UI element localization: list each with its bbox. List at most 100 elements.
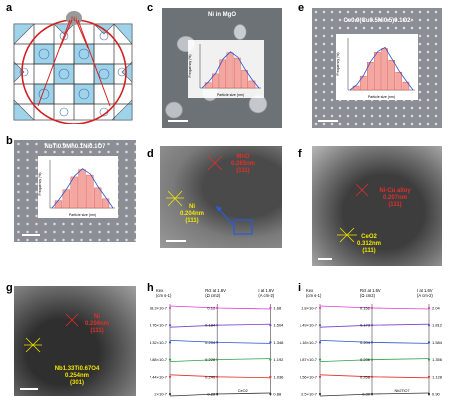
panel-d-letter: d xyxy=(147,148,154,160)
panel-i-col1-value: 2.5×10-7 xyxy=(301,392,318,397)
panel-a-ni-label: Ni xyxy=(71,17,77,23)
panel-e-hist-bar xyxy=(381,48,388,91)
panel-h-col1-value: 12.88×10-7 xyxy=(150,357,168,362)
panel-h-point xyxy=(216,341,219,344)
panel-e-hist-fit-curve xyxy=(349,46,414,91)
panel-h-point xyxy=(168,358,172,361)
panel-i-point xyxy=(427,375,431,378)
panel-c-hist-fit-curve xyxy=(201,51,260,89)
panel-h-point xyxy=(269,306,272,310)
panel-i-col2-value: 0.152 xyxy=(360,306,371,311)
panel-f-micrograph: Ni-Cu alloy 0.207nm (111) CeO2 0.312nm (… xyxy=(312,146,442,266)
panel-d-overlay xyxy=(166,155,253,235)
panel-h-col1-value: 7.44×10-7 xyxy=(150,374,168,379)
panel-h-col3-value: 1.68 xyxy=(273,306,282,311)
panel-i-col2-value: 0.204 xyxy=(360,340,371,345)
panel-e-scale-bar xyxy=(318,120,338,122)
panel-c-title: Ni in MgO xyxy=(208,12,236,18)
panel-i-header-0: Kex xyxy=(306,288,314,293)
panel-i-point xyxy=(318,358,322,361)
panel-c-hist-bar xyxy=(241,70,248,89)
panel-h-col3-value: 1.192 xyxy=(273,357,284,362)
panel-c-hist-bar xyxy=(226,52,234,89)
panel-h-series-line xyxy=(169,323,271,328)
panel-i-point xyxy=(370,341,374,344)
panel-h-point xyxy=(269,358,272,361)
panel-i-point xyxy=(370,324,374,327)
panel-c-hist-bar xyxy=(248,80,256,89)
panel-d-micrograph: MnO 0.265nm (111) Ni 0.204nm (111) xyxy=(160,146,282,248)
panel-i-col2-value: 0.268 xyxy=(360,374,371,379)
panel-e-hist-bar xyxy=(402,81,410,91)
panel-f-ceo2-label: CeO2 0.312nm (111) xyxy=(356,234,381,254)
panel-b-hist-bar xyxy=(70,176,78,209)
panel-c-scale-bar xyxy=(168,120,188,122)
panel-b-hist-fit-curve xyxy=(51,168,114,209)
panel-h-col1-value: 18.32×10-7 xyxy=(150,340,168,345)
panel-d-ni-label: Ni 0.204nm (111) xyxy=(179,204,204,224)
panel-f-letter: f xyxy=(298,148,302,160)
panel-i-header-1: Rct at 1.6V xyxy=(360,288,381,293)
panel-i-col3-value: 1.128 xyxy=(432,374,443,379)
panel-h-col2-value: 0.228 xyxy=(205,357,216,362)
panel-i-col2-value: 0.236 xyxy=(360,357,371,362)
panel-h-point xyxy=(168,392,172,396)
panel-b-hist-bar xyxy=(54,200,63,209)
panel-i-col3-value: 0.90 xyxy=(432,392,441,397)
panel-h-point xyxy=(269,375,272,378)
panel-i-series-line xyxy=(319,323,430,328)
panel-b-micrograph: NbTi0.9Mn0.1Ni0.1O7 Frequency (%) Particl… xyxy=(14,140,136,242)
panel-b-hist-bar xyxy=(94,187,102,209)
panel-i-series-line xyxy=(319,392,430,397)
panel-d-scale-bar xyxy=(166,240,186,242)
panel-h-series-line xyxy=(169,305,271,310)
panel-h-chart: Kex(cm s-1) Rct at 1.6V(Ω cm2) I at 1.6V(A… xyxy=(150,288,284,397)
panel-i-col1-value: 1.49×10-7 xyxy=(300,323,318,328)
panel-c-hist-ylabel: Frequency (%) xyxy=(188,55,192,78)
panel-c-letter: c xyxy=(147,2,154,14)
panel-h-col1-value: 2×10-7 xyxy=(154,392,167,397)
panel-i-col3-value: 1.812 xyxy=(432,323,443,328)
panel-i-point xyxy=(427,341,431,344)
panel-e-histogram: Frequency (%) Particle size (nm) xyxy=(336,34,418,100)
panel-h-series-line xyxy=(169,358,271,362)
panel-h-point xyxy=(216,358,219,361)
panel-h-point xyxy=(168,341,172,344)
panel-g-micrograph: Ni 0.204nm (111) Nb1.33Ti0.67O4 0.254nm … xyxy=(14,286,136,396)
panel-h-col2-value: 0.28 xyxy=(207,392,216,397)
panel-h-col1-value: 23.76×10-7 xyxy=(150,323,168,328)
panel-h-series-line xyxy=(169,374,271,379)
panel-i-point xyxy=(370,358,374,361)
panel-h-letter: h xyxy=(147,282,154,294)
panel-h-header-2: I at 1.6V xyxy=(258,288,274,293)
panel-f-nicu-label: Ni-Cu alloy 0.207nm (111) xyxy=(379,188,411,208)
panel-b-hist-bar xyxy=(78,169,86,209)
panel-h-point xyxy=(168,306,172,310)
panel-i-col2-value: 0.173 xyxy=(360,323,371,328)
panel-h-point xyxy=(216,324,219,327)
panel-h-header-1: (Ω cm2) xyxy=(205,293,221,298)
panel-i-point xyxy=(318,392,322,396)
panel-i-point xyxy=(370,375,374,378)
panel-i-header-2: I at 1.6V xyxy=(417,288,433,293)
panel-h-header-1: Rct at 1.6V xyxy=(205,288,226,293)
panel-b-title: NbTi0.9Mn0.1Ni0.1O7 xyxy=(44,144,106,150)
panel-i-chart: Kex(cm s-1) Rct at 1.6V(Ω cm2) I at 1.6V(A… xyxy=(300,288,443,397)
panel-i-col2-value: 0.30 xyxy=(362,392,371,397)
panel-e-hist-bar xyxy=(388,60,395,91)
panel-g-letter: g xyxy=(6,282,13,294)
panel-h-point xyxy=(269,341,272,344)
panel-b-histogram: Frequency (%) Particle size (nm) xyxy=(38,156,118,218)
panel-g-ni-label: Ni 0.204nm (111) xyxy=(84,314,109,334)
panel-c-hist-bar xyxy=(204,82,212,89)
panel-h-point xyxy=(216,306,219,310)
panel-h-col1-value: 68.3×10-7 xyxy=(150,306,168,311)
panel-i-series-line xyxy=(319,358,430,362)
panel-e-hist-bar xyxy=(395,71,403,91)
panel-h-bottom-label: CeO2 xyxy=(238,389,248,393)
panel-f-overlay xyxy=(337,183,369,243)
panel-i-header-2: (A cm-2) xyxy=(417,293,433,298)
panel-i-point xyxy=(427,392,431,396)
panel-c-histogram: Frequency (%) Particle size (nm) xyxy=(188,40,264,98)
panel-i-point xyxy=(427,358,431,361)
